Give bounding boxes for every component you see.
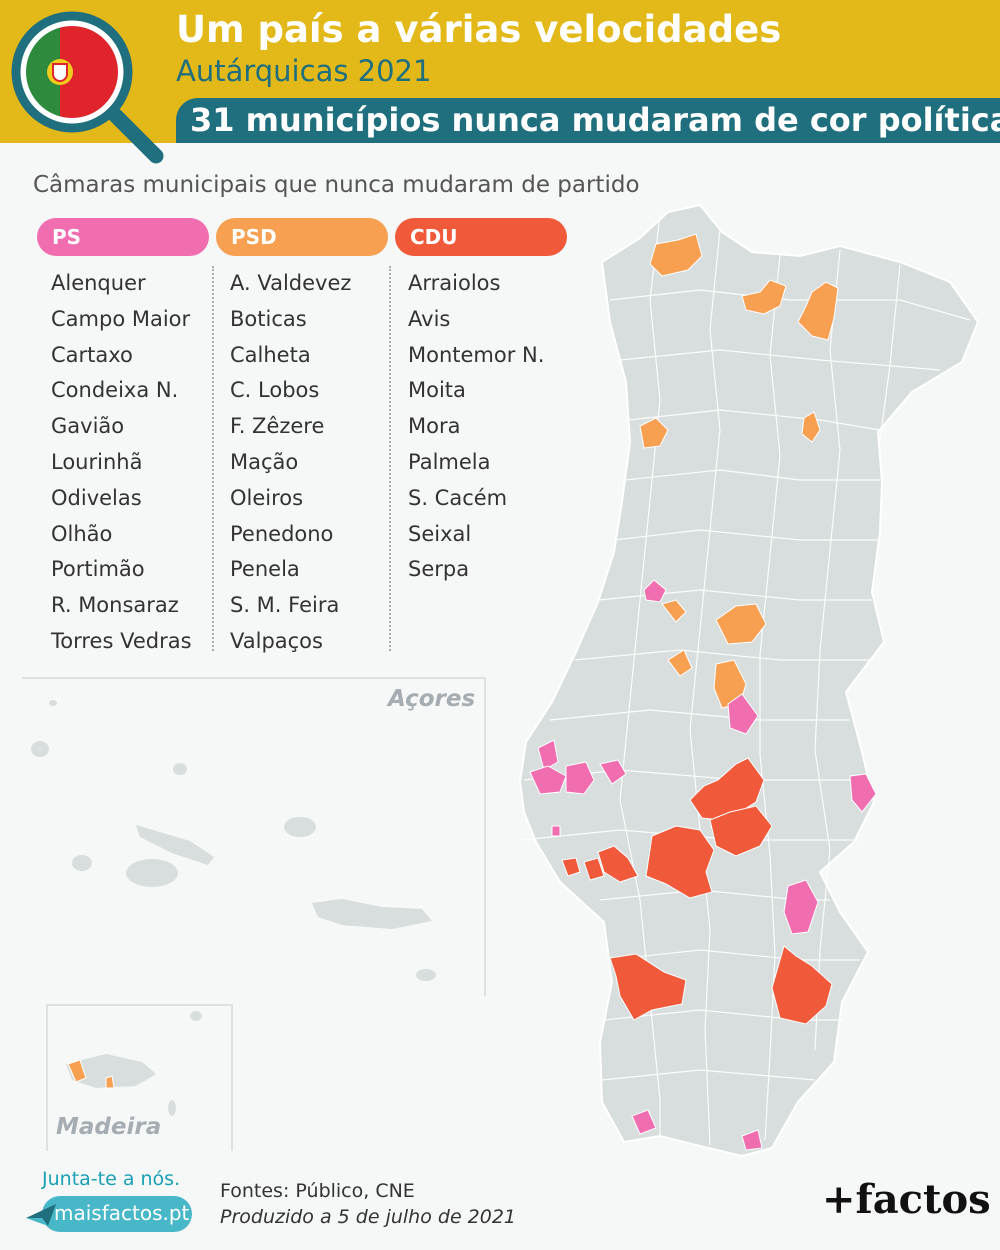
- site-pill[interactable]: [42, 1196, 192, 1232]
- ps-list: Alenquer Campo Maior Cartaxo Condeixa N.…: [51, 266, 192, 660]
- cdu-area: [583, 857, 605, 881]
- azores-islands: [31, 700, 436, 981]
- magnifier-flag-icon: [11, 11, 164, 164]
- ps-area: [849, 773, 877, 813]
- list-item: Portimão: [51, 557, 145, 582]
- list-item: C. Lobos: [230, 378, 320, 403]
- intro-text: Câmaras municipais que nunca mudaram de …: [33, 172, 640, 198]
- mainland-outline: [518, 203, 980, 1158]
- ps-area: [727, 693, 759, 735]
- list-item: S. Cacém: [408, 485, 508, 510]
- legend-cdu: CDU: [395, 218, 567, 256]
- psd-area: [797, 281, 839, 341]
- list-item: Olhão: [51, 521, 113, 546]
- list-item: Moita: [408, 378, 466, 403]
- list-item: Palmela: [408, 449, 491, 474]
- brand-logo: +factos: [822, 1176, 991, 1223]
- list-item: Penela: [230, 557, 300, 582]
- cdu-area: [709, 805, 773, 857]
- madeira-islands: [66, 1011, 202, 1116]
- list-item: F. Zêzere: [230, 414, 325, 439]
- list-item: Condeixa N.: [51, 378, 179, 403]
- psd-area: [741, 279, 787, 315]
- cdu-area: [597, 845, 639, 883]
- cdu-list: Arraiolos Avis Montemor N. Moita Mora Pa…: [408, 266, 544, 588]
- site-url[interactable]: maisfactos.pt: [54, 1201, 190, 1225]
- list-item: S. M. Feira: [230, 593, 340, 618]
- list-divider: [389, 266, 391, 651]
- ps-municipalities: [529, 579, 877, 1151]
- psd-municipalities: [639, 233, 839, 709]
- azores-label: Açores: [388, 686, 476, 712]
- psd-area: [649, 233, 703, 277]
- camara-lobos-area: [105, 1075, 115, 1089]
- list-item: Calheta: [230, 342, 311, 367]
- ps-area: [741, 1129, 763, 1151]
- headline-text: 31 municípios nunca mudaram de cor polít…: [190, 101, 1000, 139]
- cdu-area: [771, 945, 833, 1025]
- list-item: Odivelas: [51, 485, 142, 510]
- cdu-area: [609, 953, 687, 1021]
- list-item: Arraiolos: [408, 271, 501, 295]
- madeira-label: Madeira: [56, 1114, 162, 1140]
- madeira-inset: [46, 1004, 233, 1151]
- list-item: A. Valdevez: [230, 271, 352, 295]
- legend-ps: PS: [37, 218, 209, 256]
- azores-inset: [22, 677, 486, 996]
- mainland-map: [518, 203, 980, 1158]
- list-item: Cartaxo: [51, 342, 133, 367]
- page-title: Um país a várias velocidades: [176, 8, 782, 51]
- list-item: Campo Maior: [51, 306, 191, 331]
- list-item: Valpaços: [230, 628, 323, 653]
- join-text: Junta-te a nós.: [42, 1168, 181, 1190]
- list-item: Seixal: [408, 521, 472, 546]
- ps-area: [599, 759, 627, 785]
- list-item: Boticas: [230, 306, 307, 331]
- ps-area: [783, 879, 819, 935]
- list-item: Gavião: [51, 414, 125, 439]
- list-item: Lourinhã: [51, 449, 143, 474]
- cdu-area: [645, 825, 715, 899]
- list-item: Alenquer: [51, 271, 146, 295]
- cdu-area: [561, 857, 581, 877]
- psd-area: [715, 603, 767, 645]
- ps-area: [631, 1109, 657, 1135]
- municipal-borders: [521, 214, 971, 1146]
- calheta-area: [67, 1059, 87, 1083]
- ps-area: [551, 825, 561, 837]
- list-divider: [212, 266, 214, 651]
- sources-text: Fontes: Público, CNE: [220, 1180, 415, 1202]
- list-item: Mação: [230, 449, 299, 474]
- ps-area: [565, 761, 595, 795]
- list-item: R. Monsaraz: [51, 593, 179, 618]
- psd-area: [661, 599, 687, 623]
- list-item: Montemor N.: [408, 342, 545, 367]
- psd-list: A. Valdevez Boticas Calheta C. Lobos F. …: [230, 266, 351, 660]
- ps-area: [643, 579, 667, 603]
- list-item: Mora: [408, 414, 461, 439]
- list-item: Avis: [408, 306, 451, 331]
- list-item: Penedono: [230, 521, 334, 546]
- paper-plane-icon: [26, 1204, 56, 1226]
- site-link[interactable]: maisfactos.pt: [24, 1196, 192, 1232]
- list-item: Serpa: [408, 557, 470, 582]
- page-subtitle: Autárquicas 2021: [176, 54, 432, 88]
- ps-area: [537, 739, 559, 771]
- produced-date: Produzido a 5 de julho de 2021: [220, 1206, 517, 1228]
- psd-area: [801, 411, 821, 443]
- psd-area: [667, 649, 693, 677]
- ps-area: [529, 765, 567, 795]
- cdu-municipalities: [561, 757, 833, 1025]
- psd-area: [639, 417, 669, 449]
- list-item: Torres Vedras: [51, 628, 192, 653]
- list-item: Oleiros: [230, 485, 304, 510]
- headline-bar: 31 municípios nunca mudaram de cor polít…: [176, 98, 1000, 143]
- legend-psd: PSD: [216, 218, 388, 256]
